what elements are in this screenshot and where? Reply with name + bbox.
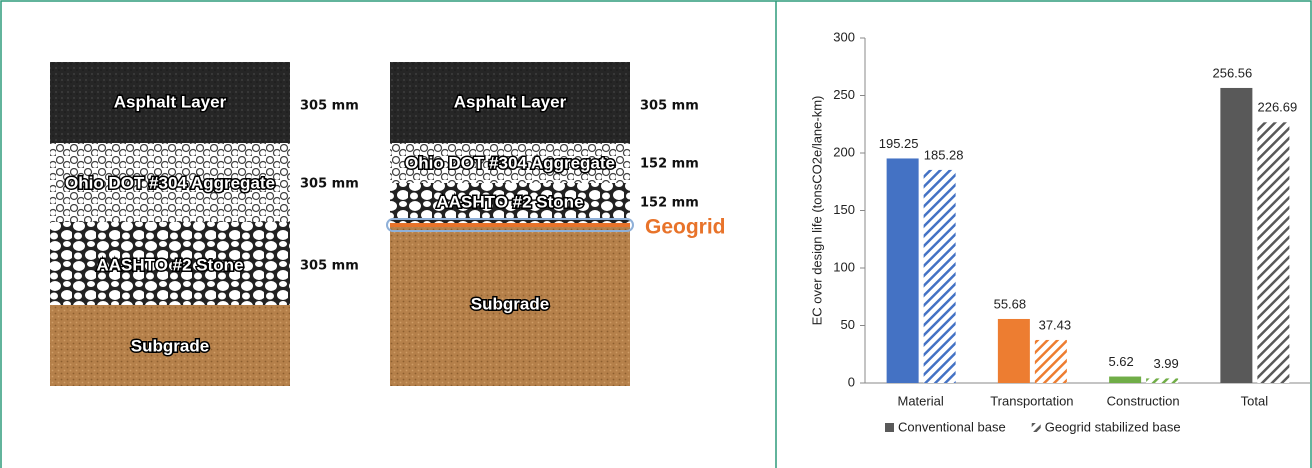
legend-swatch [885, 423, 894, 432]
x-tick-label: Material [898, 393, 944, 408]
y-tick-label: 100 [833, 259, 855, 274]
y-tick-label: 50 [841, 317, 855, 332]
bar [1220, 88, 1252, 383]
bar-chart: 0 50 100 150 200 250 300 EC over design life (t… [809, 29, 1310, 434]
thickness: 305 mm [640, 99, 699, 114]
value-label: 3.99 [1153, 356, 1178, 371]
layer-label: Subgrade [471, 294, 549, 313]
layer-label: Ohio DOT #304 Aggregate [65, 173, 275, 192]
conventional-section: Asphalt Layer Ohio DOT #304 Aggregate AA… [50, 62, 359, 386]
layer-label: Ohio DOT #304 Aggregate [405, 153, 615, 172]
legend-label: Geogrid stabilized base [1045, 419, 1181, 434]
x-tick-label: Construction [1107, 393, 1180, 408]
y-tick-label: 250 [833, 87, 855, 102]
x-tick-label: Transportation [990, 393, 1073, 408]
thickness: 152 mm [640, 157, 699, 172]
layer-label: AASHTO #2 Stone [96, 255, 243, 274]
bar [924, 170, 956, 383]
y-tick-label: 150 [833, 202, 855, 217]
value-label: 55.68 [994, 296, 1027, 311]
value-label: 37.43 [1039, 317, 1072, 332]
value-label: 5.62 [1108, 354, 1133, 369]
layer-label: Subgrade [131, 336, 209, 355]
legend-swatch [1032, 423, 1041, 432]
thickness: 152 mm [640, 196, 699, 211]
value-label: 185.28 [924, 147, 964, 162]
layer-label: Asphalt Layer [454, 92, 567, 111]
bar [1257, 122, 1289, 383]
layer-label: AASHTO #2 Stone [436, 192, 583, 211]
y-tick-label: 0 [848, 374, 855, 389]
bar [998, 319, 1030, 383]
bar [1109, 377, 1141, 383]
bar [1146, 378, 1178, 383]
thickness: 305 mm [300, 259, 359, 274]
thickness: 305 mm [300, 99, 359, 114]
geogrid-label: Geogrid [645, 216, 726, 239]
y-tick-label: 300 [833, 29, 855, 44]
geogrid-section: Asphalt Layer Ohio DOT #304 Aggregate AA… [387, 62, 726, 386]
value-label: 256.56 [1212, 65, 1252, 80]
value-label: 226.69 [1257, 100, 1297, 115]
figure: Asphalt Layer Ohio DOT #304 Aggregate AA… [0, 0, 1312, 468]
layer-label: Asphalt Layer [114, 92, 227, 111]
legend-label: Conventional base [898, 419, 1006, 434]
y-axis-label: EC over design life (tonsCO2e/lane-km) [809, 96, 824, 326]
bar [1035, 340, 1067, 383]
x-tick-label: Total [1241, 393, 1269, 408]
bar [887, 158, 919, 383]
thickness: 305 mm [300, 177, 359, 192]
value-label: 195.25 [879, 136, 919, 151]
y-tick-label: 200 [833, 144, 855, 159]
